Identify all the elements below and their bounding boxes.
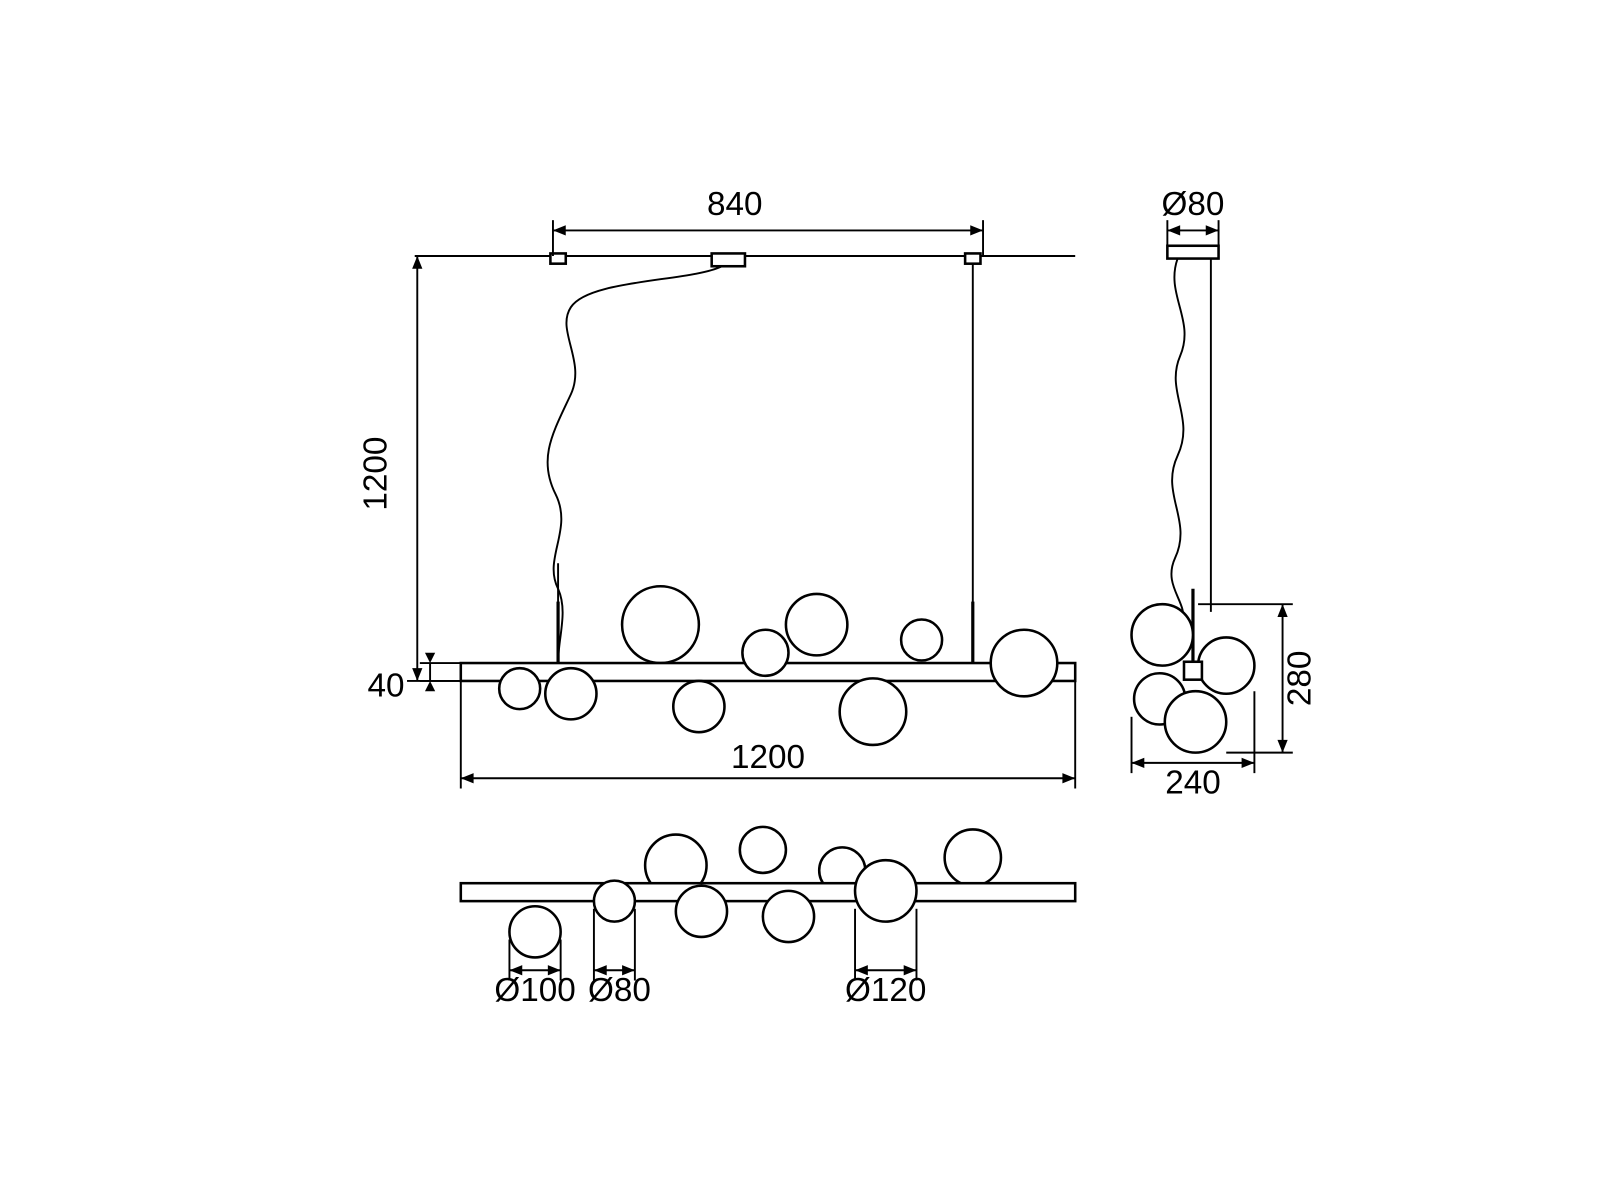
- globe: [740, 827, 786, 873]
- svg-text:1200: 1200: [358, 437, 395, 511]
- globe: [786, 594, 847, 655]
- svg-text:Ø120: Ø120: [845, 972, 926, 1009]
- front-view: [415, 253, 1075, 745]
- globe: [901, 620, 942, 661]
- globe: [1165, 691, 1226, 752]
- svg-text:840: 840: [707, 186, 763, 223]
- globe: [622, 586, 699, 663]
- side-canopy: [1167, 246, 1218, 259]
- globe: [499, 668, 540, 709]
- dim-840: 840: [553, 186, 983, 256]
- globe: [545, 668, 596, 719]
- globe-100: [509, 906, 560, 957]
- svg-text:Ø80: Ø80: [1162, 186, 1225, 223]
- globe: [763, 891, 814, 942]
- technical-drawing: 840 1200 40 1200: [0, 0, 1600, 1200]
- globe-120: [855, 860, 916, 921]
- bar-end: [1184, 662, 1202, 680]
- globe: [840, 678, 907, 745]
- dim-O120: Ø120: [845, 909, 926, 1009]
- svg-text:280: 280: [1282, 651, 1319, 707]
- svg-text:1200: 1200: [731, 739, 805, 776]
- svg-text:Ø100: Ø100: [494, 972, 575, 1009]
- globe: [1132, 604, 1193, 665]
- globe: [991, 630, 1058, 697]
- side-view: [1132, 246, 1255, 753]
- globe: [742, 630, 788, 676]
- svg-text:40: 40: [367, 667, 404, 704]
- globe: [676, 886, 727, 937]
- svg-text:Ø80: Ø80: [588, 972, 651, 1009]
- dim-1200-vertical: 1200: [358, 256, 461, 681]
- globe: [1198, 637, 1254, 693]
- globe: [945, 829, 1001, 885]
- svg-text:240: 240: [1165, 765, 1221, 802]
- globe: [673, 681, 724, 732]
- canopy-block: [712, 253, 745, 266]
- top-bar: [461, 883, 1075, 901]
- top-view: [461, 827, 1075, 958]
- dim-O80-globe: Ø80: [588, 909, 651, 1009]
- dim-40: 40: [367, 653, 460, 705]
- globe-80: [594, 881, 635, 922]
- dim-O80-canopy: Ø80: [1162, 186, 1225, 246]
- side-power-cable: [1171, 259, 1184, 623]
